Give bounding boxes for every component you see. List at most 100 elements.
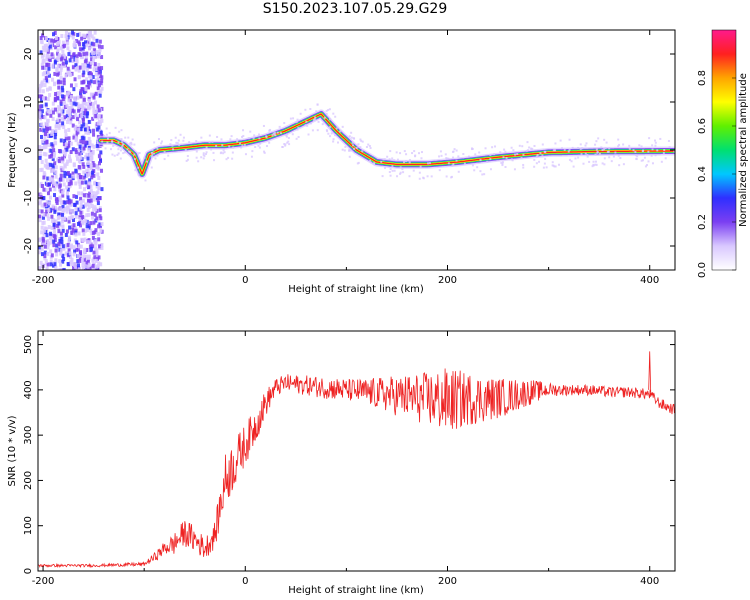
spectrogram-noise-cell bbox=[64, 251, 68, 256]
spectrogram-noise-cell bbox=[96, 172, 100, 177]
spectrogram-noise-cell bbox=[68, 140, 72, 145]
spectrogram-noise-cell bbox=[67, 247, 71, 252]
spectrogram-speckle bbox=[344, 145, 347, 148]
spectrogram-noise-cell bbox=[46, 71, 50, 76]
spectrogram-noise-cell bbox=[97, 125, 101, 130]
spectrogram-noise-cell bbox=[92, 144, 96, 149]
spectrogram-speckle bbox=[133, 153, 136, 156]
spectrogram-speckle bbox=[491, 146, 494, 149]
spectrogram-noise-cell bbox=[87, 184, 91, 189]
spectrogram-noise-cell bbox=[79, 127, 83, 132]
spectrogram-speckle bbox=[186, 158, 189, 161]
spectrogram-noise-cell bbox=[65, 178, 69, 183]
spectrogram-speckle bbox=[258, 137, 261, 140]
spectrogram-noise-cell bbox=[89, 242, 93, 247]
spectrogram-noise-cell bbox=[52, 243, 56, 248]
spectrogram-noise-cell bbox=[62, 246, 66, 251]
spectrogram-noise-cell bbox=[90, 143, 94, 148]
spectrogram-noise-cell bbox=[79, 203, 83, 208]
spectrogram-noise-cell bbox=[51, 177, 55, 182]
spectrogram-noise-cell bbox=[80, 124, 84, 129]
spectrogram-noise-cell bbox=[57, 158, 61, 163]
spectrogram-noise-cell bbox=[46, 118, 50, 123]
spectrogram-speckle bbox=[179, 133, 182, 136]
spectrogram-speckle bbox=[123, 151, 126, 154]
spectrogram-noise-cell bbox=[82, 122, 86, 127]
spectrogram-noise-cell bbox=[65, 229, 69, 234]
spectrogram-noise-cell bbox=[55, 223, 59, 228]
spectrogram-noise-cell bbox=[80, 135, 84, 140]
spectrogram-speckle bbox=[341, 148, 344, 151]
spectrogram-speckle bbox=[660, 160, 663, 163]
snr-frame bbox=[37, 330, 676, 572]
spectrogram-speckle bbox=[455, 159, 458, 162]
spectrogram-speckle bbox=[539, 152, 542, 155]
spectrogram-noise-cell bbox=[69, 141, 73, 146]
spectrogram-noise-cell bbox=[39, 199, 43, 204]
spectrogram-noise-cell bbox=[62, 142, 66, 147]
spectrogram-noise-cell bbox=[54, 258, 58, 263]
spectrogram-noise-cell bbox=[89, 75, 93, 80]
spectrogram-speckle bbox=[195, 150, 198, 153]
spectrogram-speckle bbox=[418, 171, 421, 174]
spectrogram-noise-cell bbox=[84, 65, 88, 70]
spectrogram-noise-cell bbox=[61, 190, 65, 195]
spectrogram-speckle bbox=[117, 141, 120, 144]
spectrogram-noise-cell bbox=[59, 177, 63, 182]
spectrogram-noise-cell bbox=[82, 70, 86, 75]
spectrogram-speckle bbox=[405, 160, 408, 163]
spectrogram-noise-cell bbox=[59, 231, 63, 236]
spectrogram-speckle bbox=[594, 160, 597, 163]
spectrogram-noise-cell bbox=[89, 247, 93, 252]
spectrogram-noise-cell bbox=[87, 37, 91, 42]
spectrogram-noise-cell bbox=[83, 33, 87, 38]
spectrogram-noise-cell bbox=[93, 212, 97, 217]
spectrogram-noise-cell bbox=[39, 153, 43, 158]
spectrogram-noise-cell bbox=[89, 61, 93, 66]
spectrogram-speckle bbox=[635, 158, 638, 161]
spectrogram-noise-cell bbox=[39, 195, 43, 200]
spectrogram-speckle bbox=[518, 144, 521, 147]
spectrogram-speckle bbox=[595, 163, 598, 166]
spectrogram-noise-cell bbox=[45, 62, 49, 67]
spectrogram-speckle bbox=[285, 135, 288, 138]
spectrogram-noise-cell bbox=[61, 49, 65, 54]
spectrogram-noise-cell bbox=[84, 218, 88, 223]
spectrogram-speckle bbox=[295, 137, 298, 140]
spectrogram-noise-cell bbox=[60, 219, 64, 224]
spectrogram-noise-cell bbox=[96, 201, 100, 206]
spectrogram-speckle bbox=[309, 122, 312, 125]
spectrogram-noise-cell bbox=[48, 38, 52, 43]
spectrogram-speckle bbox=[651, 162, 654, 165]
spectrogram-speckle bbox=[522, 166, 525, 169]
spectrogram-noise-cell bbox=[85, 227, 89, 232]
spectrogram-noise-cell bbox=[85, 224, 89, 229]
spectrogram-noise-cell bbox=[51, 204, 55, 209]
spectrogram-noise-cell bbox=[56, 157, 60, 162]
spectrogram-speckle bbox=[367, 143, 370, 146]
spectrogram-speckle bbox=[527, 149, 530, 152]
spectrogram-noise-cell bbox=[49, 231, 53, 236]
spectrogram-noise-cell bbox=[90, 203, 94, 208]
spectrogram-speckle bbox=[150, 166, 153, 169]
spectrogram-noise-cell bbox=[80, 180, 84, 185]
spectrogram-noise-cell bbox=[72, 174, 76, 179]
spectrogram-speckle bbox=[288, 143, 291, 146]
spectrogram-speckle bbox=[628, 144, 631, 147]
colorbar-tick-label: 0.4 bbox=[697, 166, 708, 182]
spectrogram-noise-cell bbox=[67, 239, 71, 244]
spectrogram-noise-cell bbox=[73, 202, 77, 207]
spectrogram-noise-cell bbox=[38, 155, 42, 160]
spectrogram-speckle bbox=[586, 153, 589, 156]
spectrogram-noise-cell bbox=[91, 215, 95, 220]
spectrogram-noise-cell bbox=[82, 254, 86, 259]
spectrogram-speckle bbox=[232, 146, 235, 149]
spectrogram-speckle bbox=[231, 151, 234, 154]
spectrogram-speckle bbox=[604, 147, 607, 150]
spectrogram-speckle bbox=[530, 147, 533, 150]
spectrogram-speckle bbox=[489, 168, 492, 171]
spectrogram-speckle bbox=[325, 109, 328, 112]
spectrogram-noise-cell bbox=[92, 67, 96, 72]
spectrogram-noise-cell bbox=[40, 167, 44, 172]
spectrogram-noise-cell bbox=[86, 63, 90, 68]
